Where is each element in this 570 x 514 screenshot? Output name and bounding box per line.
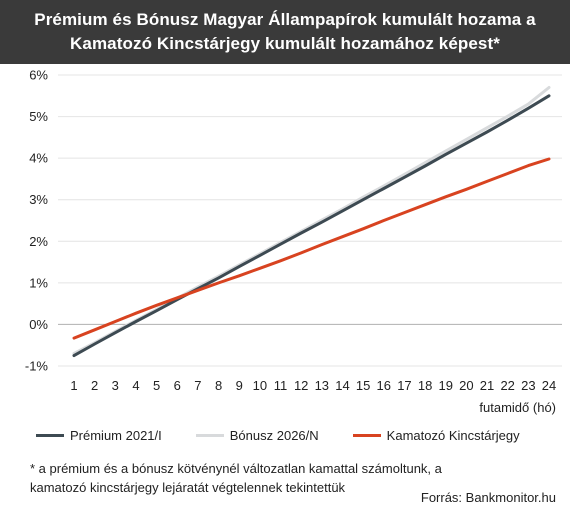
series-line-bonusz: [72, 86, 551, 355]
legend-label-bonusz: Bónusz 2026/N: [229, 427, 319, 443]
chart-title-line-1: Prémium és Bónusz Magyar Állampapírok ku…: [34, 10, 536, 29]
line-chart: -1%0%1%2%3%4%5%6% 1 2 3 4 5 6 7 8 9 10 11 12 13 14 15 1…: [25, 68, 562, 393]
chart-title-line-2: Kamatozó Kincstárjegy kumulált hozamához…: [70, 34, 500, 53]
series-line-kincstarjegy: [72, 157, 551, 340]
y-tick-label: 0%: [29, 317, 48, 332]
x-tick-label: 6: [174, 378, 181, 393]
x-tick-label: 24: [542, 378, 556, 393]
x-tick-label: 21: [480, 378, 494, 393]
x-tick-label: 18: [418, 378, 432, 393]
x-tick-label: 23: [521, 378, 535, 393]
y-tick-label: 4%: [29, 151, 48, 166]
x-tick-label: 8: [215, 378, 222, 393]
legend-swatch-kincstarjegy: [352, 433, 381, 437]
y-tick-label: -1%: [25, 359, 49, 374]
footnote-line-1: * a prémium és a bónusz kötvénynél válto…: [30, 461, 442, 476]
x-tick-label: 10: [253, 378, 267, 393]
x-tick-label: 12: [294, 378, 308, 393]
x-tick-label: 22: [500, 378, 514, 393]
legend-swatch-premium: [36, 433, 64, 437]
x-axis-ticks: 1 2 3 4 5 6 7 8 9 10 11 12 13 14 15 16 17 18 19 20 21 22 23 24: [70, 378, 556, 393]
x-tick-label: 7: [194, 378, 201, 393]
x-tick-label: 17: [397, 378, 411, 393]
y-tick-label: 2%: [29, 234, 48, 249]
x-tick-label: 1: [70, 378, 77, 393]
y-axis-ticks: -1% 0% 1% 2% 3% 4% 5% 6%: [25, 68, 49, 374]
chart-legend: Prémium 2021/I Bónusz 2026/N Kamatozó Ki…: [36, 426, 556, 444]
series-lines: [72, 86, 551, 358]
legend-item-premium: Prémium 2021/I: [36, 428, 162, 443]
series-line-premium: [72, 94, 551, 358]
x-tick-label: 4: [132, 378, 139, 393]
x-tick-label: 19: [439, 378, 453, 393]
legend-swatch-bonusz: [195, 433, 224, 437]
y-tick-label: 6%: [29, 68, 48, 83]
legend-label-premium: Prémium 2021/I: [70, 427, 162, 443]
x-tick-label: 20: [459, 378, 473, 393]
x-tick-label: 5: [153, 378, 160, 393]
y-tick-label: 3%: [29, 192, 48, 207]
y-tick-label: 1%: [29, 275, 48, 290]
x-tick-label: 15: [356, 378, 370, 393]
x-tick-label: 16: [377, 378, 391, 393]
x-tick-label: 14: [335, 378, 349, 393]
legend-label-kincstarjegy: Kamatozó Kincstárjegy: [386, 427, 520, 443]
y-tick-label: 5%: [29, 109, 48, 124]
x-tick-label: 9: [236, 378, 243, 393]
chart-title: Prémium és Bónusz Magyar Állampapírok ku…: [0, 0, 570, 64]
footnote-line-2: kamatozó kincstárjegy lejáratát végtelen…: [30, 480, 346, 495]
x-tick-label: 13: [315, 378, 329, 393]
x-axis-label: futamidő (hó): [479, 400, 556, 415]
x-tick-label: 2: [91, 378, 98, 393]
footnote: * a prémium és a bónusz kötvénynél válto…: [30, 459, 540, 497]
x-tick-label: 3: [112, 378, 119, 393]
x-tick-label: 11: [274, 378, 288, 393]
source-credit: Forrás: Bankmonitor.hu: [420, 490, 556, 505]
legend-item-bonusz: Bónusz 2026/N: [195, 427, 319, 443]
legend-item-kincstarjegy: Kamatozó Kincstárjegy: [352, 427, 520, 443]
grid-lines: [58, 74, 562, 367]
